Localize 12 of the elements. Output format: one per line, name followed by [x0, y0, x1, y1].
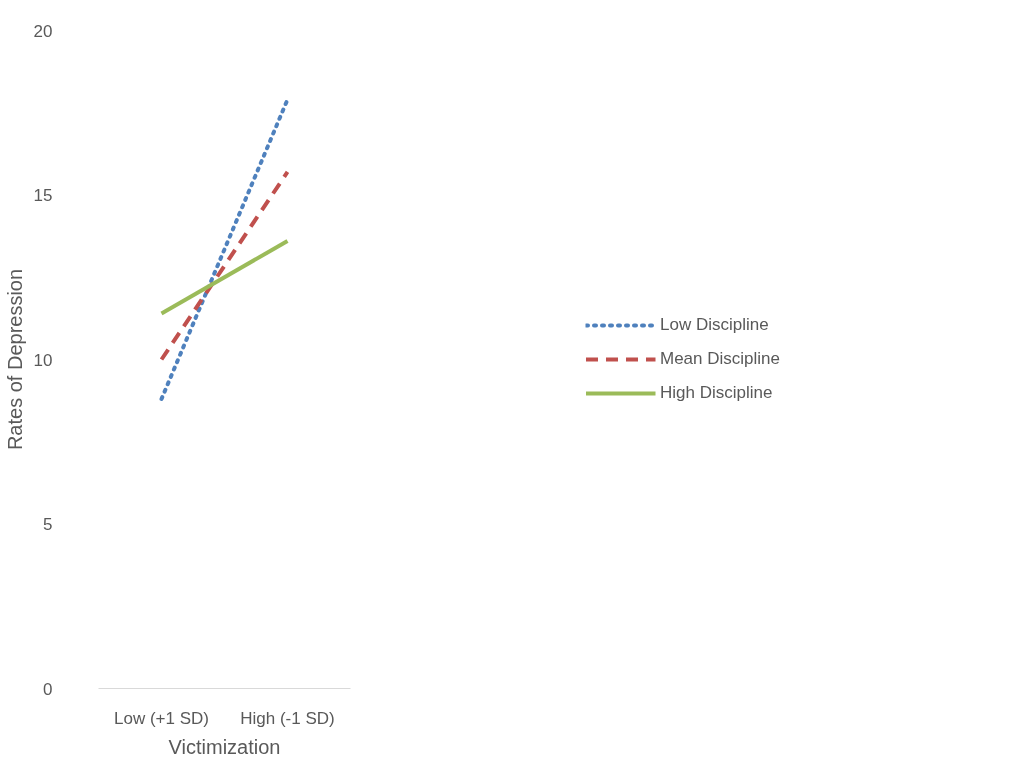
y-tick-label: 20 — [33, 21, 53, 41]
y-tick-label: 10 — [33, 350, 53, 370]
x-axis-title: Victimization — [168, 735, 281, 758]
legend-label: High Discipline — [660, 383, 773, 403]
x-tick-label: Low (+1 SD) — [114, 708, 209, 728]
y-tick-label: 15 — [33, 186, 53, 205]
x-tick-label: High (-1 SD) — [240, 708, 335, 728]
legend-label: Low Discipline — [660, 315, 769, 335]
y-tick-label: 0 — [43, 679, 53, 699]
legend-label: Mean Discipline — [660, 349, 780, 369]
y-tick-label: 5 — [43, 515, 53, 534]
y-axis-title: Rates of Depression — [3, 268, 26, 451]
